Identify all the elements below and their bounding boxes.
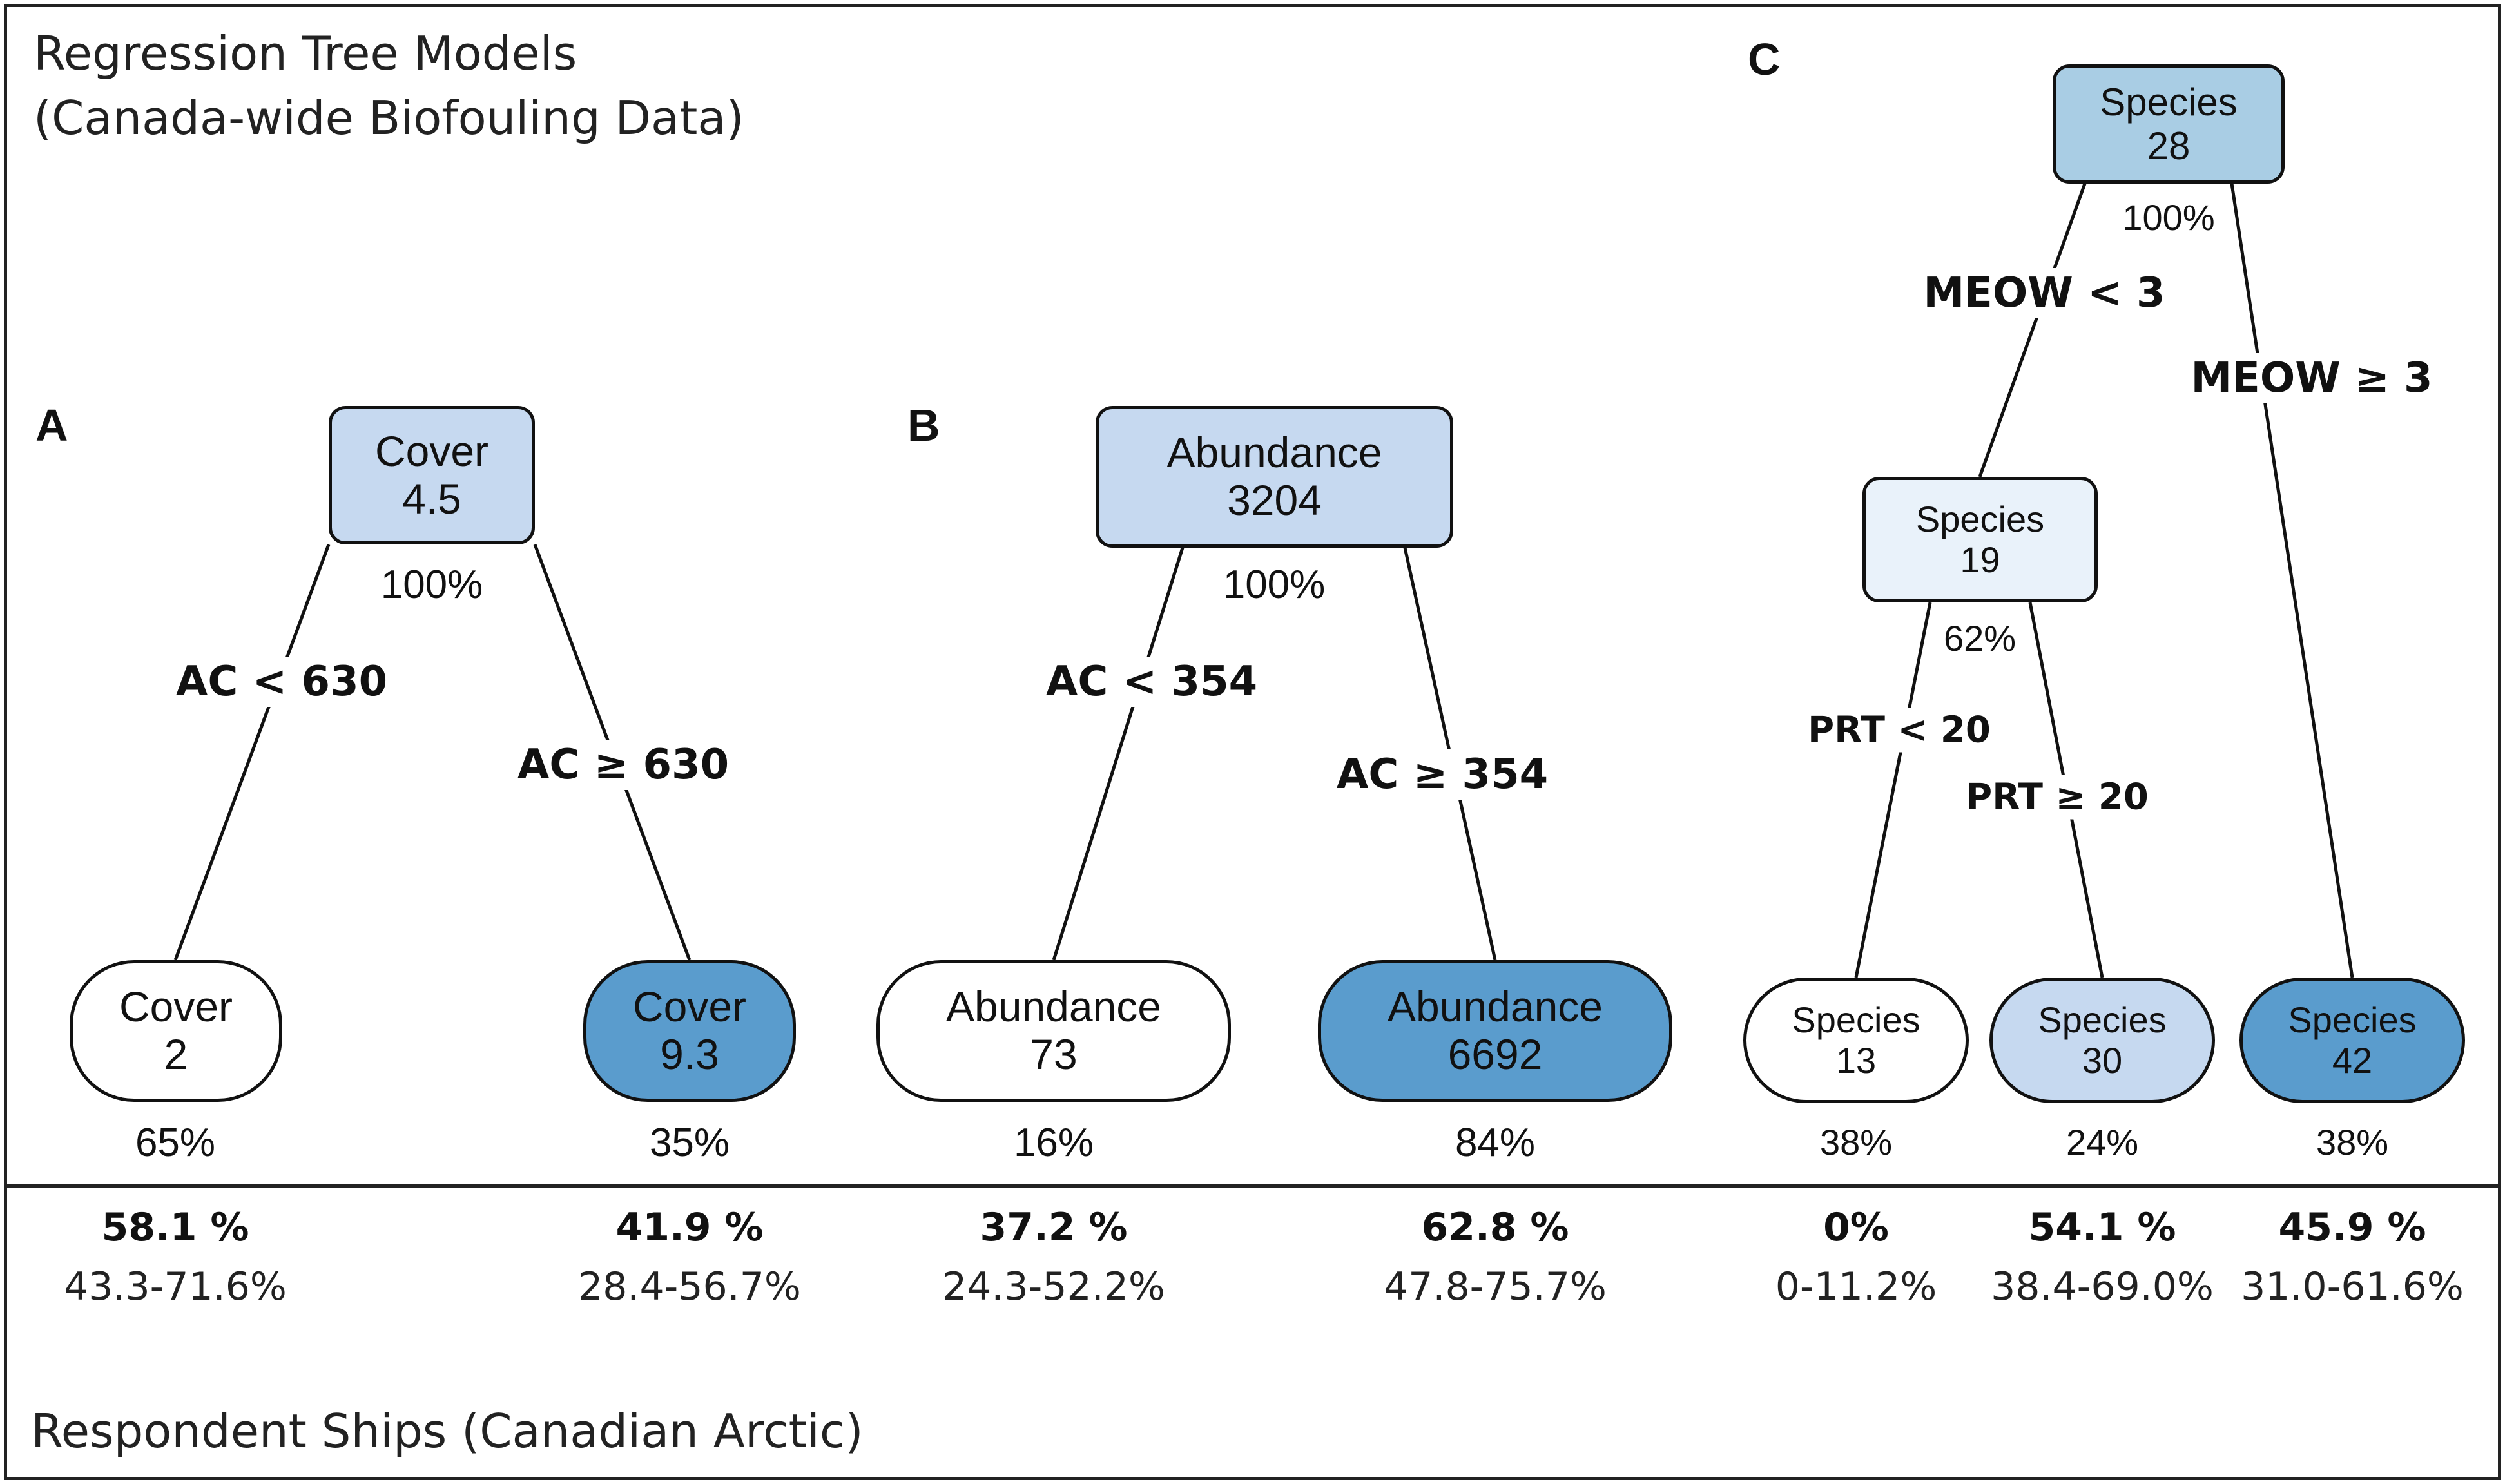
node-b-root-label: Abundance (1166, 429, 1382, 477)
result-pct-7: 45.9 % (2278, 1205, 2426, 1250)
node-c-mid-value: 19 (1960, 539, 2000, 580)
node-b-root-value: 3204 (1227, 476, 1322, 524)
node-c-leaf-1-value: 13 (1835, 1039, 1877, 1081)
result-pct-1: 58.1 % (101, 1205, 249, 1250)
node-c-leaf-1-pct: 38% (1819, 1122, 1893, 1162)
node-c-leaf-3: Species 42 (2239, 978, 2465, 1103)
node-a-root-label: Cover (374, 427, 489, 475)
edge-a-root-left (173, 544, 331, 961)
figure-frame (4, 4, 2501, 1480)
split-c-left: MEOW < 3 (1919, 268, 2169, 318)
result-pct-6: 54.1 % (2028, 1205, 2176, 1250)
node-c-leaf-1-label: Species (1792, 999, 1920, 1040)
node-c-leaf-2-value: 30 (2082, 1039, 2123, 1081)
result-ci-5: 0-11.2% (1775, 1264, 1937, 1309)
node-c-leaf-2-label: Species (2038, 999, 2167, 1040)
node-a-left-pct: 65% (135, 1121, 216, 1165)
panel-letter-a: A (35, 400, 68, 450)
result-ci-3: 24.3-52.2% (942, 1264, 1165, 1309)
result-pct-4: 62.8 % (1421, 1205, 1569, 1250)
result-pct-3: 37.2 % (980, 1205, 1128, 1250)
node-c-leaf-2-pct: 24% (2065, 1122, 2139, 1162)
split-c-right: MEOW ≥ 3 (2187, 353, 2437, 403)
split-c-mid-right: PRT ≥ 20 (1962, 775, 2152, 820)
node-b-left-label: Abundance (946, 983, 1161, 1031)
title-line-1: Regression Tree Models (34, 26, 577, 81)
panel-letter-b: B (907, 400, 940, 450)
node-c-leaf-2: Species 30 (1989, 978, 2215, 1103)
result-ci-6: 38.4-69.0% (1991, 1264, 2214, 1309)
footer-label: Respondent Ships (Canadian Arctic) (31, 1404, 864, 1458)
node-a-left: Cover 2 (70, 960, 282, 1102)
edge-c-root-right (2230, 183, 2354, 978)
split-b-left: AC < 354 (1041, 657, 1262, 707)
node-b-root: Abundance 3204 (1096, 406, 1453, 548)
node-c-leaf-3-label: Species (2288, 999, 2417, 1040)
section-divider (4, 1184, 2501, 1188)
node-b-left-value: 73 (1030, 1030, 1078, 1078)
title-line-2: (Canada-wide Biofouling Data) (34, 91, 744, 145)
node-b-right-label: Abundance (1388, 983, 1603, 1031)
node-a-left-value: 2 (164, 1030, 188, 1078)
node-c-mid: Species 19 (1862, 477, 2098, 602)
node-b-right: Abundance 6692 (1318, 960, 1672, 1102)
node-c-leaf-3-value: 42 (2332, 1039, 2373, 1081)
panel-letter-c: C (1748, 34, 1781, 84)
node-c-mid-label: Species (1915, 498, 2045, 539)
node-c-root-pct: 100% (2122, 197, 2215, 238)
node-b-right-value: 6692 (1447, 1030, 1543, 1078)
node-b-root-pct: 100% (1223, 563, 1326, 607)
node-c-leaf-1: Species 13 (1743, 978, 1969, 1103)
node-a-root-pct: 100% (380, 563, 483, 607)
result-pct-5: 0% (1823, 1205, 1889, 1250)
result-pct-2: 41.9 % (615, 1205, 764, 1250)
result-ci-7: 31.0-61.6% (2241, 1264, 2464, 1309)
node-b-right-pct: 84% (1455, 1121, 1536, 1165)
split-c-mid-left: PRT < 20 (1804, 708, 1995, 753)
node-c-root: Species 28 (2053, 64, 2285, 184)
split-a-left: AC < 630 (171, 657, 392, 707)
node-a-root-value: 4.5 (402, 474, 461, 523)
node-b-left: Abundance 73 (876, 960, 1231, 1102)
node-a-right-pct: 35% (649, 1121, 730, 1165)
node-a-right-label: Cover (632, 983, 747, 1031)
result-ci-4: 47.8-75.7% (1384, 1264, 1607, 1309)
node-c-mid-pct: 62% (1943, 618, 2017, 659)
node-c-root-label: Species (2100, 81, 2238, 124)
node-a-right-value: 9.3 (660, 1030, 719, 1078)
node-a-left-label: Cover (119, 983, 233, 1031)
node-b-left-pct: 16% (1013, 1121, 1094, 1165)
edge-c-mid-left (1854, 602, 1932, 978)
split-b-right: AC ≥ 354 (1332, 749, 1552, 800)
node-c-leaf-3-pct: 38% (2316, 1122, 2389, 1162)
edge-c-root-left (1978, 183, 2087, 477)
node-a-root: Cover 4.5 (329, 406, 535, 544)
edge-b-root-left (1052, 547, 1185, 961)
result-ci-2: 28.4-56.7% (578, 1264, 801, 1309)
result-ci-1: 43.3-71.6% (64, 1264, 287, 1309)
split-a-right: AC ≥ 630 (513, 740, 733, 790)
node-c-root-value: 28 (2147, 124, 2191, 168)
node-a-right: Cover 9.3 (583, 960, 796, 1102)
